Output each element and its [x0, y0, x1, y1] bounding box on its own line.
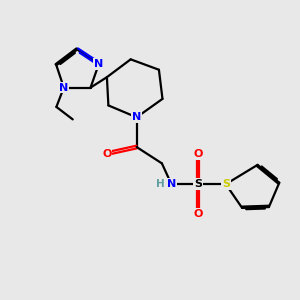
- Text: H: H: [156, 179, 164, 189]
- Text: O: O: [102, 148, 112, 159]
- Text: N: N: [132, 112, 141, 122]
- Text: N: N: [94, 59, 104, 69]
- Text: O: O: [194, 209, 203, 219]
- Text: O: O: [194, 149, 203, 160]
- Text: N: N: [59, 82, 68, 93]
- Text: N: N: [167, 179, 176, 189]
- Text: S: S: [222, 179, 230, 189]
- Text: S: S: [194, 179, 202, 189]
